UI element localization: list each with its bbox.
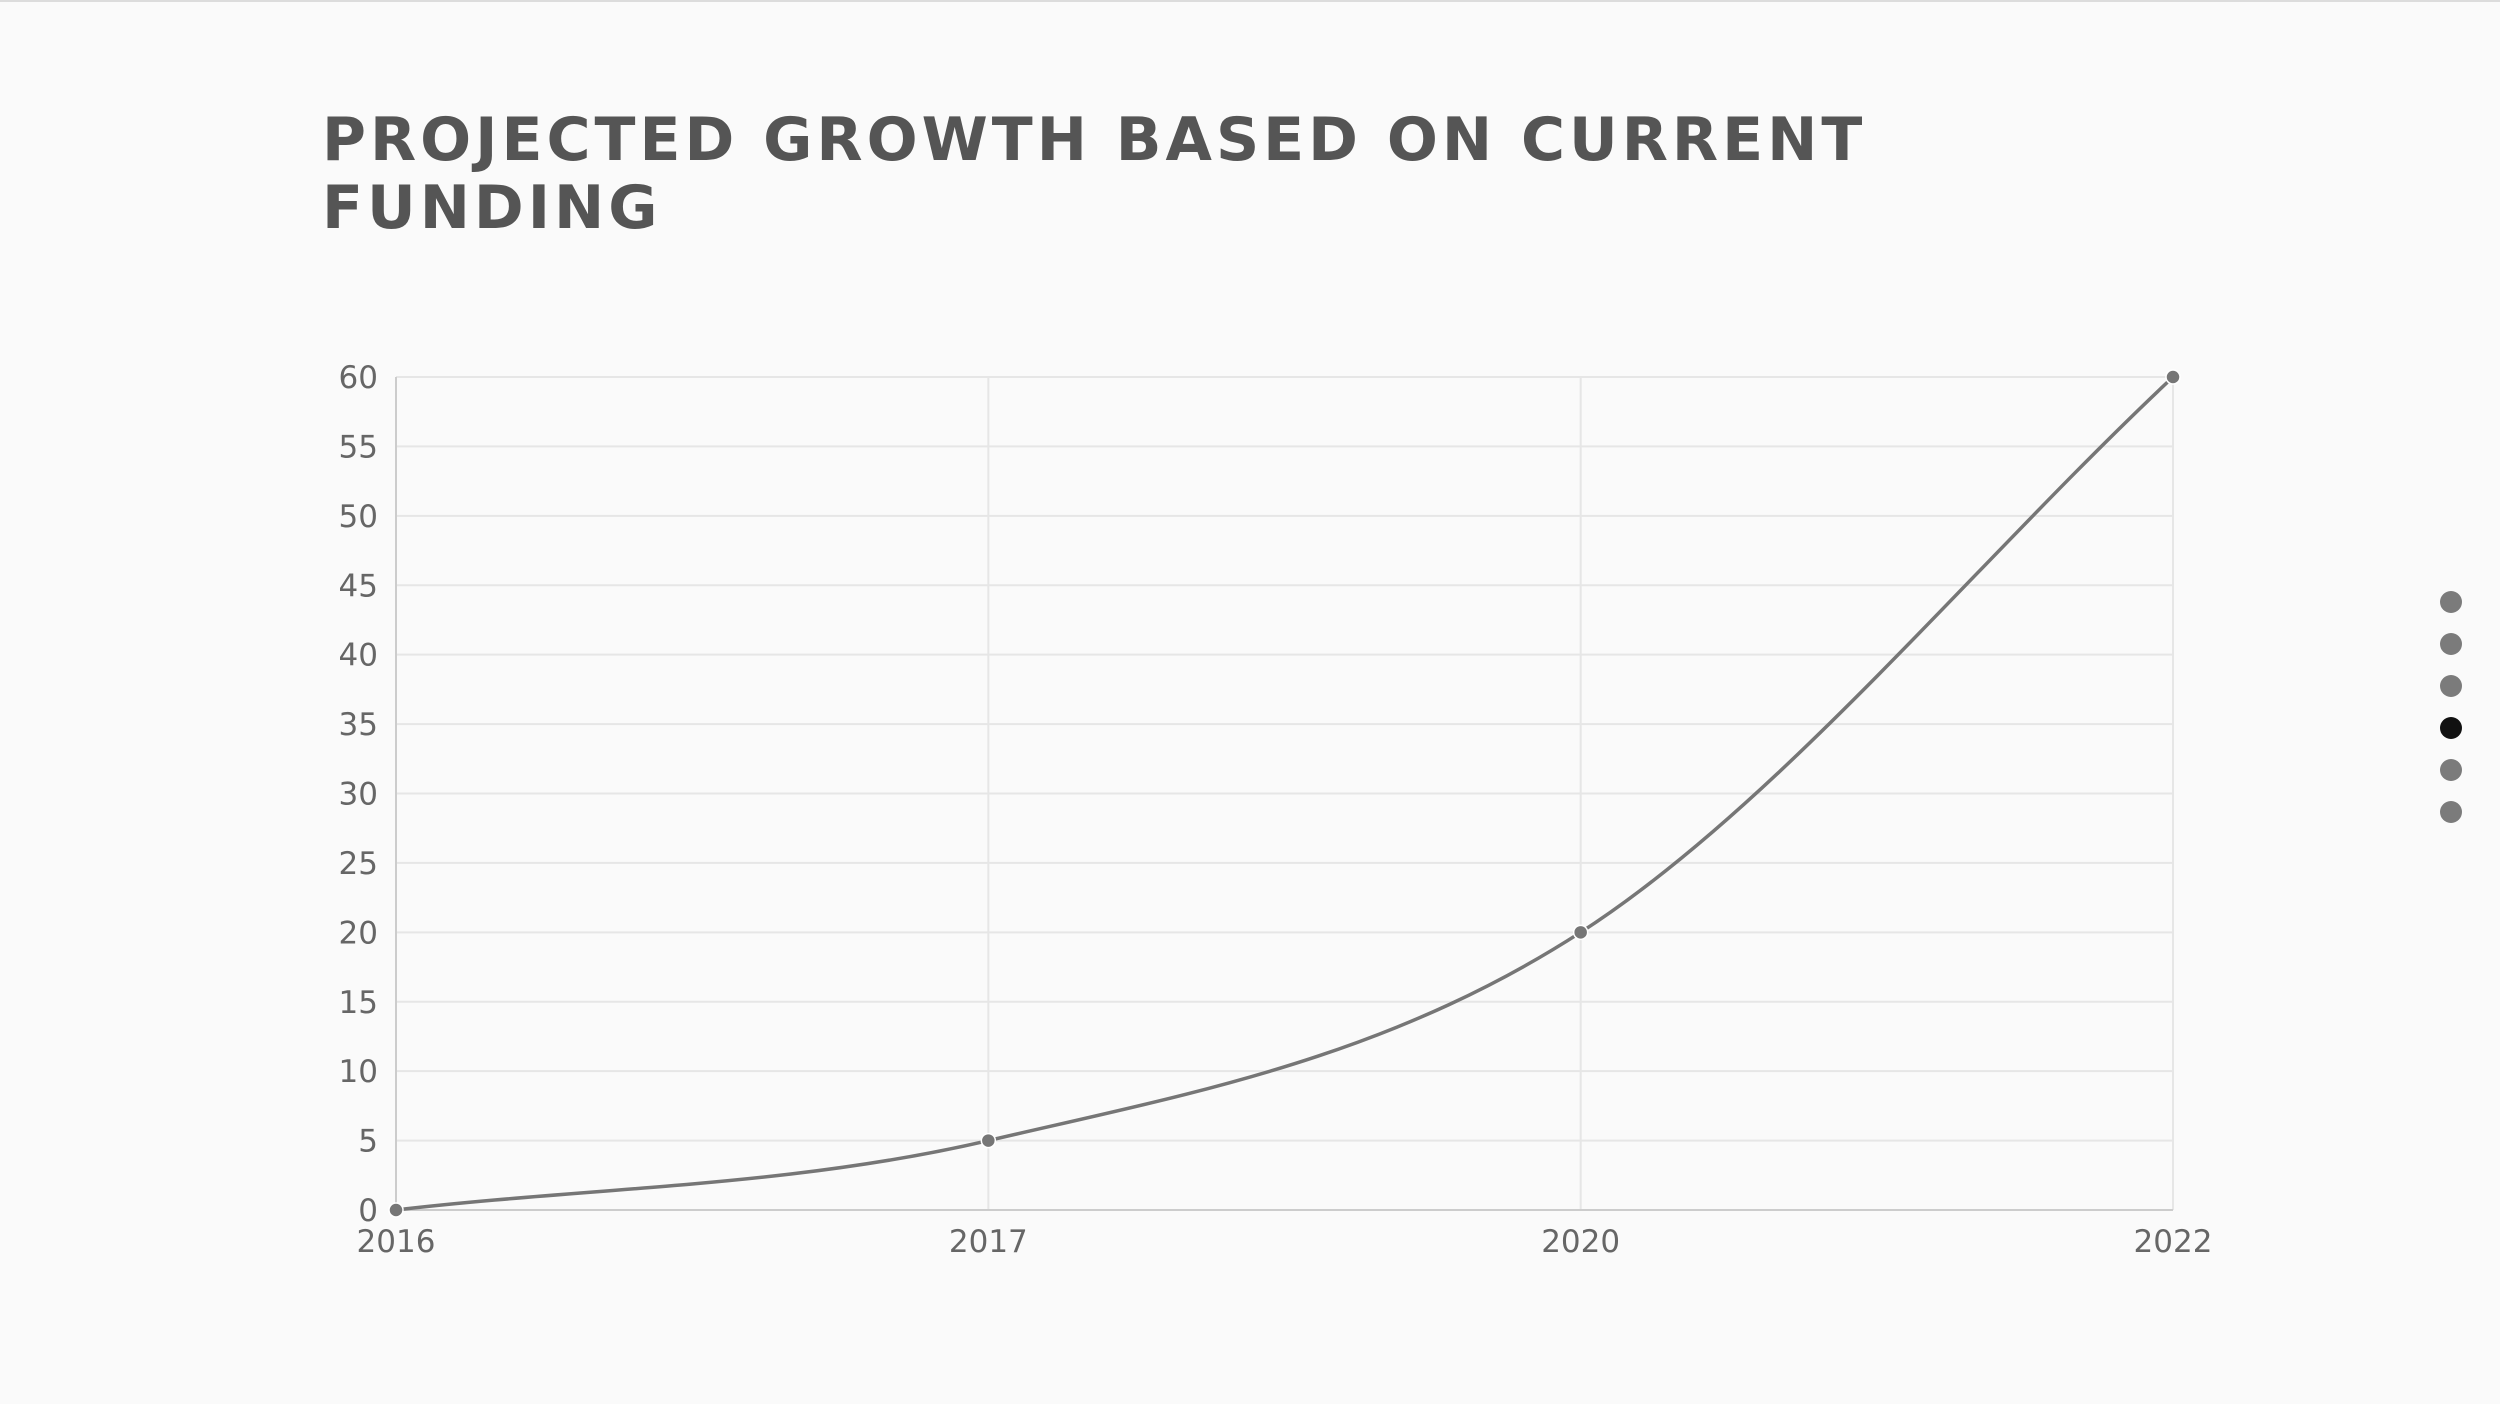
- y-tick-label: 50: [339, 499, 378, 535]
- pagination-dot[interactable]: [2440, 717, 2462, 739]
- y-tick-label: 60: [339, 360, 378, 396]
- grid-lines: [395, 376, 2174, 1210]
- y-axis-tick-labels: 0 5 10 15 20 25 30 35 40 45 50 55 60: [339, 360, 378, 1229]
- slide-pagination: [2440, 591, 2464, 843]
- top-border: [0, 0, 2500, 2]
- y-tick-label: 0: [358, 1193, 378, 1229]
- y-tick-label: 40: [339, 638, 378, 674]
- series: [388, 369, 2181, 1218]
- x-tick-label: 2022: [2134, 1224, 2213, 1260]
- x-tick-label: 2016: [357, 1224, 436, 1260]
- data-point[interactable]: [2165, 369, 2181, 385]
- y-tick-label: 30: [339, 777, 378, 813]
- x-tick-label: 2017: [949, 1224, 1028, 1260]
- y-tick-label: 35: [339, 707, 378, 743]
- y-tick-label: 20: [339, 915, 378, 951]
- data-point[interactable]: [1572, 924, 1589, 941]
- axes: [395, 377, 2173, 1211]
- y-tick-label: 45: [339, 568, 378, 604]
- x-axis-tick-labels: 2016 2017 2020 2022: [357, 1224, 2213, 1260]
- series-line: [395, 375, 2175, 1212]
- pagination-dot[interactable]: [2440, 633, 2462, 655]
- data-point[interactable]: [980, 1132, 997, 1149]
- chart-title: PROJECTED GROWTH BASED ON CURRENT FUNDIN…: [322, 105, 1867, 243]
- y-tick-label: 55: [339, 429, 378, 465]
- y-tick-label: 5: [358, 1124, 378, 1160]
- pagination-dot[interactable]: [2440, 591, 2462, 613]
- x-tick-label: 2020: [1541, 1224, 1620, 1260]
- pagination-dot[interactable]: [2440, 801, 2462, 823]
- pagination-dot[interactable]: [2440, 759, 2462, 781]
- y-tick-label: 10: [339, 1054, 378, 1090]
- pagination-dot[interactable]: [2440, 675, 2462, 697]
- y-tick-label: 15: [339, 985, 378, 1021]
- data-point[interactable]: [388, 1202, 404, 1218]
- y-tick-label: 25: [339, 846, 378, 882]
